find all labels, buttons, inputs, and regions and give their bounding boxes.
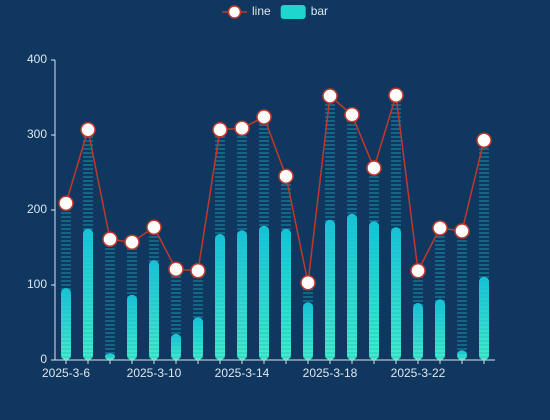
line-point	[212, 122, 228, 138]
dotted-bar	[391, 95, 401, 360]
dotted-bar	[215, 129, 225, 360]
x-tick-label: 2025-3-18	[303, 366, 358, 380]
dotted-bar	[347, 114, 357, 360]
legend-label: line	[252, 4, 271, 18]
dotted-bar	[61, 203, 71, 360]
line-point	[322, 88, 338, 104]
dotted-bar	[149, 227, 159, 360]
dotted-bar	[171, 269, 181, 360]
dotted-bar	[369, 168, 379, 360]
x-tick-label: 2025-3-6	[42, 366, 90, 380]
dotted-bar	[303, 282, 313, 360]
x-tick-label: 2025-3-14	[215, 366, 270, 380]
dotted-bar	[127, 242, 137, 360]
y-tick-label: 0	[40, 352, 47, 366]
line-point	[168, 261, 184, 277]
y-tick-label: 300	[27, 127, 47, 141]
line-point	[234, 120, 250, 136]
dotted-bar	[281, 176, 291, 360]
dotted-bar	[325, 96, 335, 360]
line-point	[256, 109, 272, 125]
dotted-bar	[105, 239, 115, 360]
x-tick-label: 2025-3-10	[127, 366, 182, 380]
line-point	[58, 195, 74, 211]
line-point	[146, 219, 162, 235]
line-point	[432, 220, 448, 236]
line-point	[300, 275, 316, 291]
legend-marker	[280, 5, 306, 19]
y-tick-label: 400	[27, 52, 47, 66]
dotted-bar	[193, 270, 203, 360]
line-point	[388, 87, 404, 103]
line-point	[190, 263, 206, 279]
line-point	[80, 122, 96, 138]
line-point	[102, 231, 118, 247]
line-point	[476, 132, 492, 148]
line-point	[124, 234, 140, 250]
dotted-bar	[83, 129, 93, 360]
legend-label: bar	[311, 4, 328, 18]
line-point	[454, 223, 470, 239]
legend-marker	[227, 5, 242, 19]
dotted-bar	[457, 231, 467, 360]
dotted-bar	[237, 128, 247, 360]
y-tick-label: 200	[27, 202, 47, 216]
x-tick-label: 2025-3-22	[391, 366, 446, 380]
line-point	[410, 263, 426, 279]
line-point	[344, 107, 360, 123]
y-tick-label: 100	[27, 277, 47, 291]
dotted-bar	[435, 228, 445, 360]
line-point	[366, 160, 382, 176]
dotted-bar	[259, 117, 269, 360]
line-point	[278, 168, 294, 184]
dotted-bar	[413, 270, 423, 360]
dotted-bar	[479, 140, 489, 360]
